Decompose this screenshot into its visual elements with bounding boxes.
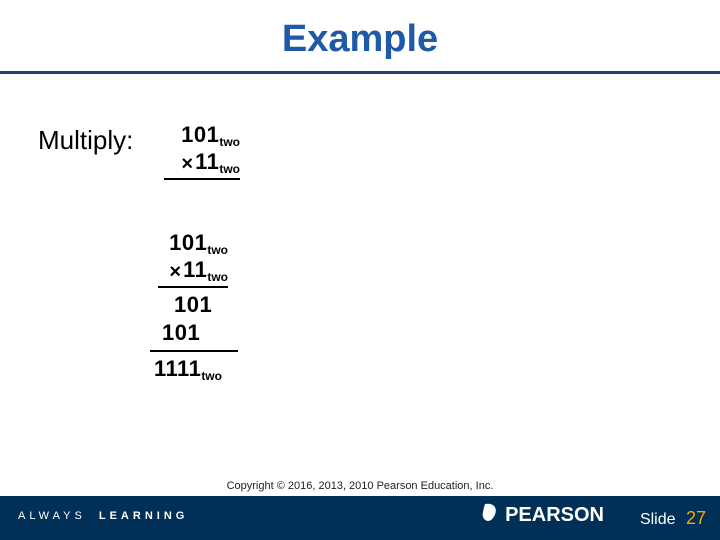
- problem-line-1: 101two: [164, 122, 240, 149]
- slide-label: Slide: [640, 511, 676, 528]
- work-multiplier-base: two: [207, 270, 228, 284]
- slide-number-value: 27: [686, 508, 706, 528]
- footer-bar: ALWAYS LEARNING PEARSON Slide 27: [0, 496, 720, 540]
- work-multiplier: 11: [183, 257, 207, 282]
- slide-title: Example: [0, 18, 720, 61]
- title-area: Example: [0, 0, 720, 74]
- problem-multiplier-base: two: [219, 162, 240, 176]
- work-multiplicand: 101: [169, 230, 207, 255]
- learning-word: LEARNING: [99, 510, 188, 522]
- result-base: two: [201, 370, 222, 384]
- partial-2: 101: [150, 318, 242, 346]
- copyright-text: Copyright © 2016, 2013, 2010 Pearson Edu…: [0, 480, 720, 496]
- work-line-1: 101two: [150, 230, 242, 257]
- partial-2-value: 101: [162, 320, 200, 345]
- times-icon: ×: [181, 153, 193, 176]
- problem-multiplicand-base: two: [219, 135, 240, 149]
- slide: Example Multiply: 101two ×11two 101two ×…: [0, 0, 720, 540]
- result-line: 1111two: [150, 352, 242, 383]
- problem-multiplier: 11: [195, 149, 219, 174]
- problem-block: 101two ×11two: [164, 122, 240, 180]
- prompt-text: Multiply:: [38, 125, 133, 156]
- pearson-icon: [481, 502, 499, 529]
- pearson-logo: PEARSON: [481, 502, 604, 529]
- partial-1-value: 101: [174, 292, 212, 317]
- pearson-text: PEARSON: [505, 504, 604, 527]
- slide-number: Slide 27: [640, 508, 706, 529]
- problem-line-2: ×11two: [164, 149, 240, 176]
- always-word: ALWAYS: [18, 510, 86, 522]
- work-block: 101two ×11two 101 101 1111two: [150, 230, 242, 384]
- problem-rule: [164, 178, 240, 180]
- partial-1: 101: [150, 288, 242, 318]
- times-icon: ×: [169, 261, 181, 284]
- result-digits: 1111: [154, 356, 201, 381]
- problem-multiplicand: 101: [181, 122, 219, 147]
- work-line-2: ×11two: [150, 257, 242, 284]
- always-learning: ALWAYS LEARNING: [18, 510, 188, 522]
- work-multiplicand-base: two: [207, 243, 228, 257]
- title-rule: [0, 71, 720, 74]
